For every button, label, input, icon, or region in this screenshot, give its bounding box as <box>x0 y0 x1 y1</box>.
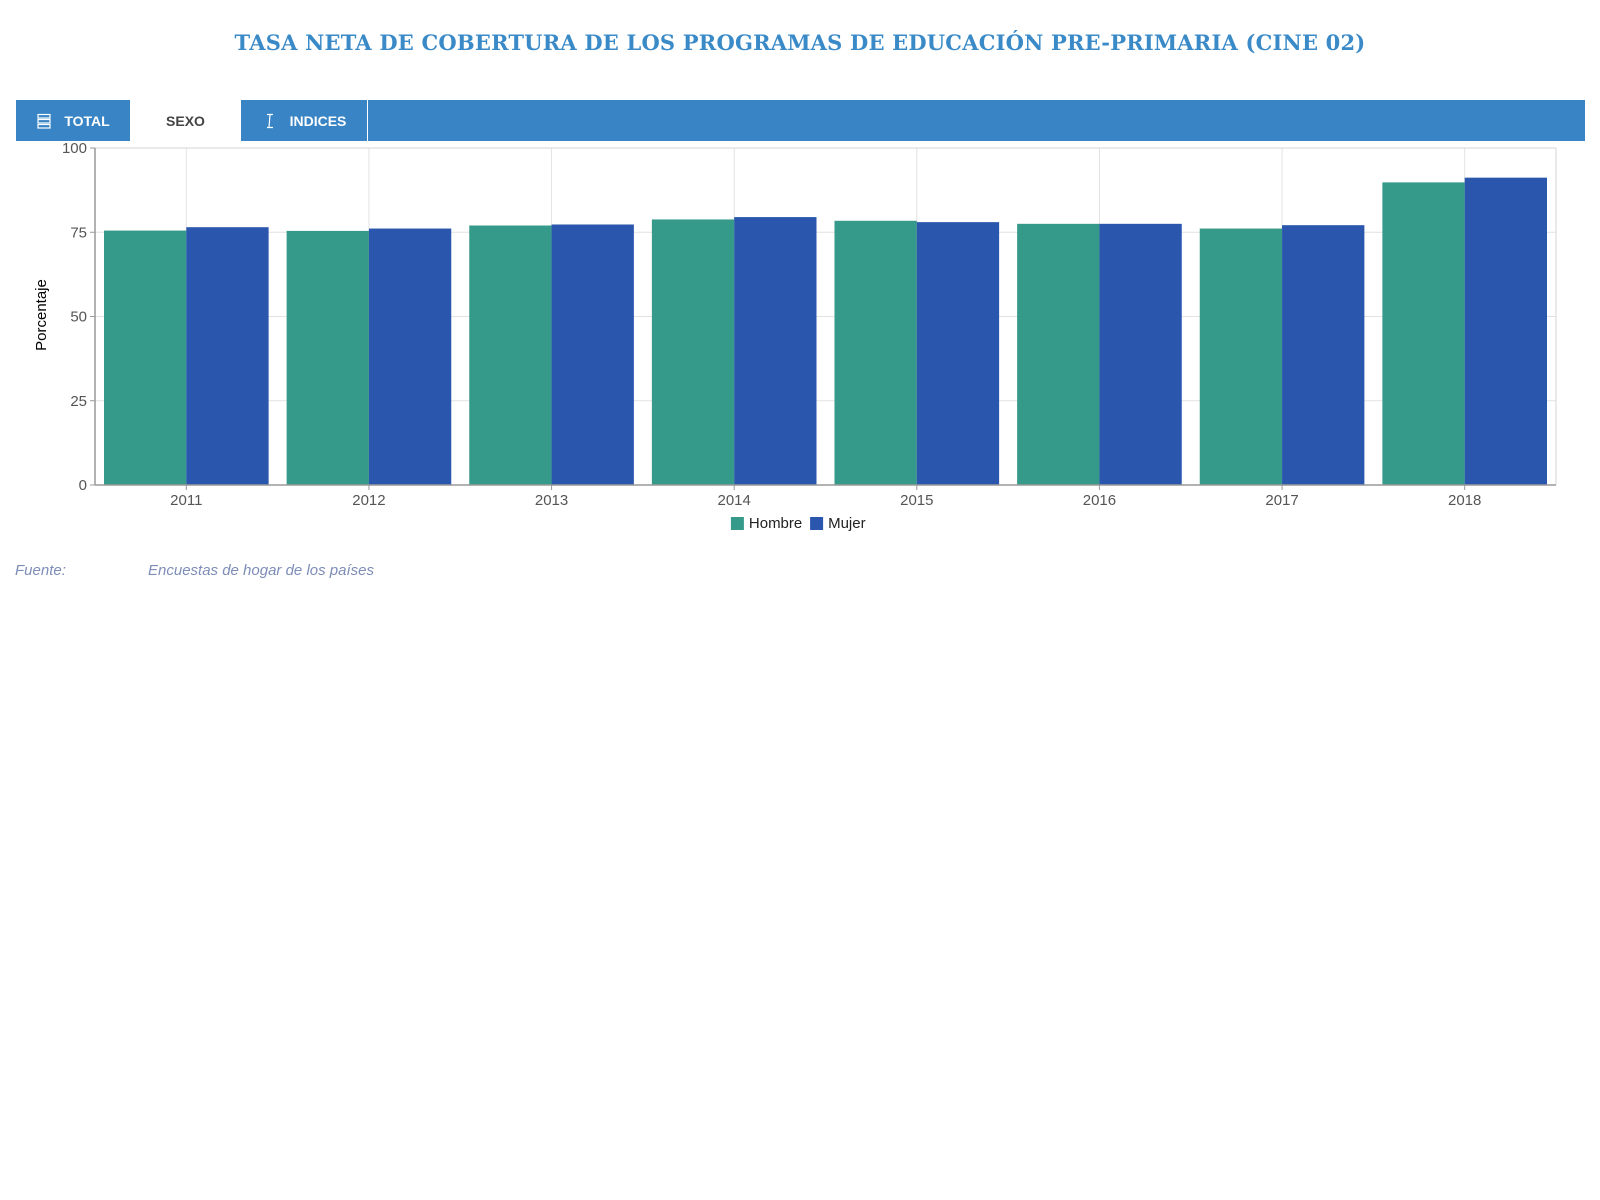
bar-hombre-2012 <box>286 230 369 485</box>
bar-mujer-2014 <box>734 217 817 485</box>
legend-item-hombre: Hombre <box>730 515 802 532</box>
tab-sexo[interactable]: SEXO <box>130 100 241 141</box>
y-tick-label: 50 <box>70 309 87 326</box>
legend-swatch-hombre <box>730 517 744 530</box>
x-tick-label: 2015 <box>900 492 933 509</box>
y-tick-label: 25 <box>70 393 87 410</box>
bar-hombre-2018 <box>1382 182 1465 485</box>
y-tick-label: 0 <box>79 477 87 494</box>
page-title: TASA NETA DE COBERTURA DE LOS PROGRAMAS … <box>234 30 1366 55</box>
bar-hombre-2013 <box>469 225 552 485</box>
bar-hombre-2014 <box>651 219 735 485</box>
legend-item-mujer: Mujer <box>810 515 866 532</box>
x-tick-label: 2011 <box>170 492 202 509</box>
bar-mujer-2016 <box>1099 223 1182 485</box>
x-tick-label: 2018 <box>1448 492 1481 509</box>
legend-label-hombre: Hombre <box>749 515 802 532</box>
bar-mujer-2012 <box>368 228 452 485</box>
x-tick-label: 2013 <box>535 492 568 509</box>
y-tick-label: 75 <box>70 224 87 241</box>
bar-chart: 0 25 50 75 100 2011 2012 2013 2014 2015 2016 2017 20… <box>33 140 1557 532</box>
bar-mujer-2015 <box>916 222 1000 485</box>
x-tick-label: 2014 <box>718 492 751 509</box>
chart-bars <box>104 177 1547 485</box>
tab-total-label: TOTAL <box>64 112 110 129</box>
x-tick-label: 2012 <box>352 492 385 509</box>
y-tick-label: 100 <box>62 140 87 157</box>
x-tick-label: 2016 <box>1083 492 1116 509</box>
bar-hombre-2015 <box>834 220 917 485</box>
legend-swatch-mujer <box>810 517 824 530</box>
y-axis-label: Porcentaje <box>33 279 50 351</box>
tab-total[interactable]: TOTAL <box>16 100 130 141</box>
bar-hombre-2017 <box>1199 228 1283 485</box>
tab-bar: TOTAL SEXO INDICES <box>16 100 1585 141</box>
tab-sexo-label: SEXO <box>166 112 205 129</box>
tab-indices[interactable]: INDICES <box>241 100 368 141</box>
legend-label-mujer: Mujer <box>828 515 866 532</box>
list-icon <box>36 113 52 129</box>
bar-mujer-2017 <box>1282 225 1365 485</box>
tab-indices-label: INDICES <box>289 112 347 129</box>
chart-legend: Hombre Mujer <box>730 515 866 532</box>
chart-axes: 0 25 50 75 100 2011 2012 2013 2014 2015 2016 2017 20… <box>62 140 1556 509</box>
text-cursor-icon <box>262 113 278 129</box>
bar-hombre-2011 <box>104 230 187 485</box>
bar-mujer-2018 <box>1464 177 1547 485</box>
source-label: Fuente: <box>15 562 66 579</box>
x-tick-label: 2017 <box>1265 492 1298 509</box>
bar-mujer-2011 <box>186 227 269 485</box>
source-text: Encuestas de hogar de los países <box>148 562 374 579</box>
bar-hombre-2016 <box>1017 223 1100 485</box>
bar-mujer-2013 <box>551 224 634 485</box>
